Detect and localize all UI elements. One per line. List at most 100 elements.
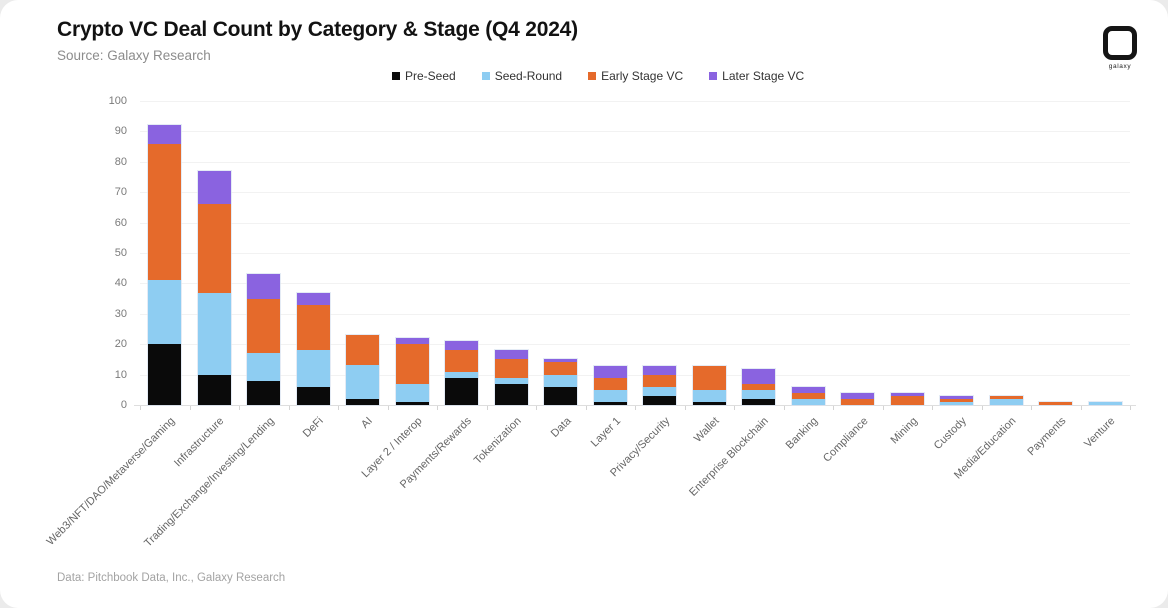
bar-infrastructure xyxy=(197,170,231,405)
x-tickmark xyxy=(585,406,587,410)
bar-segment xyxy=(742,368,776,384)
bar-segment xyxy=(395,338,429,345)
bar-segment xyxy=(544,386,578,405)
bar-segment xyxy=(395,344,429,384)
bar-layer-1 xyxy=(593,365,627,405)
y-tick-label: 60 xyxy=(114,216,127,229)
bar-segment xyxy=(643,395,677,405)
x-tickmark xyxy=(1130,406,1131,410)
bar-segment xyxy=(296,350,330,387)
legend-swatch-icon xyxy=(709,72,718,80)
bar-slot xyxy=(883,101,933,405)
y-tick-label: 70 xyxy=(114,186,127,199)
x-axis-label: AI xyxy=(359,415,376,431)
bar-segment xyxy=(148,280,182,345)
bar-segment xyxy=(395,401,429,405)
x-tickmark xyxy=(288,406,290,410)
bar-media-education xyxy=(989,395,1023,405)
bar-segment xyxy=(247,298,281,354)
bar-slot xyxy=(437,101,487,405)
chart-legend: Pre-Seed Seed-Round Early Stage VC Later St… xyxy=(392,69,804,83)
x-axis-label: Custody xyxy=(932,415,970,453)
x-tickmark xyxy=(140,406,141,410)
galaxy-logo: galaxy xyxy=(1098,26,1142,70)
x-tickmark xyxy=(1080,406,1082,410)
bar-segment xyxy=(593,365,627,378)
data-attribution: Data: Pitchbook Data, Inc., Galaxy Resea… xyxy=(57,572,286,584)
page-title: Crypto VC Deal Count by Category & Stage… xyxy=(57,18,578,41)
bar-segment xyxy=(940,401,974,405)
bar-segment xyxy=(296,386,330,405)
bar-segment xyxy=(791,392,825,399)
bar-segment xyxy=(445,341,479,351)
bar-slot xyxy=(1031,101,1081,405)
y-tick-label: 30 xyxy=(114,307,127,320)
x-axis-label: Venture xyxy=(1082,415,1118,451)
bar-payments xyxy=(1039,401,1073,405)
bar-segment xyxy=(742,383,776,390)
bar-segment xyxy=(445,371,479,378)
legend-swatch-icon xyxy=(392,72,400,80)
x-tickmark xyxy=(932,406,933,410)
bar-slot xyxy=(982,101,1032,405)
x-tickmark xyxy=(635,406,636,410)
bar-slot xyxy=(734,101,784,405)
x-tickmark xyxy=(189,406,191,410)
bar-segment xyxy=(940,398,974,402)
bar-segment xyxy=(1088,401,1122,405)
bar-segment xyxy=(1039,401,1073,405)
bar-segment xyxy=(247,353,281,381)
bar-segment xyxy=(989,398,1023,405)
y-tick-label: 90 xyxy=(114,125,127,138)
x-tickmark xyxy=(486,406,488,410)
bar-segment xyxy=(791,386,825,393)
bar-segment xyxy=(593,377,627,390)
x-tickmark xyxy=(981,406,983,410)
legend-swatch-icon xyxy=(481,72,490,80)
bar-slot xyxy=(685,101,735,405)
bar-segment xyxy=(692,389,726,402)
bar-segment xyxy=(692,401,726,405)
bar-segment xyxy=(890,395,924,405)
gridline xyxy=(140,161,1130,163)
legend-item-later-stage-vc: Later Stage VC xyxy=(709,69,804,83)
gridline xyxy=(140,101,1130,102)
x-axis-label: Tokenization xyxy=(472,415,524,467)
x-axis-label: Wallet xyxy=(691,415,722,445)
x-axis-label: Banking xyxy=(784,415,821,452)
y-tick-label: 40 xyxy=(114,277,127,290)
y-tick-label: 0 xyxy=(120,399,127,411)
x-tickmark xyxy=(437,406,438,410)
bar-trading-exchange-investing-lending xyxy=(247,274,281,405)
bar-segment xyxy=(742,398,776,405)
bar-segment xyxy=(643,386,677,396)
y-tick-label: 20 xyxy=(114,338,127,351)
x-tickmark xyxy=(387,406,389,410)
bar-segment xyxy=(643,374,677,387)
y-tick-label: 10 xyxy=(114,368,127,381)
bar-slot xyxy=(338,101,388,405)
chart-source: Source: Galaxy Research xyxy=(57,48,211,63)
bar-segment xyxy=(494,377,528,384)
bar-slot xyxy=(1081,101,1131,405)
bar-segment xyxy=(841,398,875,405)
bar-privacy-security xyxy=(643,365,677,405)
bar-segment xyxy=(346,398,380,405)
bar-tokenization xyxy=(494,350,528,405)
bar-segment xyxy=(494,359,528,378)
bar-segment xyxy=(791,398,825,405)
bar-segment xyxy=(148,143,182,281)
y-tick-label: 80 xyxy=(114,155,127,168)
bar-segment xyxy=(395,383,429,402)
legend-label: Early Stage VC xyxy=(601,69,684,83)
bar-segment xyxy=(197,374,231,405)
bar-mining xyxy=(890,392,924,405)
bar-segment xyxy=(841,392,875,399)
chart-plot-area: 0 10 20 30 40 50 60 70 80 90 100 Web3/NFT/DAO/Meta… xyxy=(44,95,1136,549)
x-axis-label: Infrastructure xyxy=(172,415,227,470)
gridline xyxy=(140,131,1130,133)
bar-slot xyxy=(784,101,834,405)
bar-slot xyxy=(140,101,190,405)
bar-ai xyxy=(346,335,380,405)
